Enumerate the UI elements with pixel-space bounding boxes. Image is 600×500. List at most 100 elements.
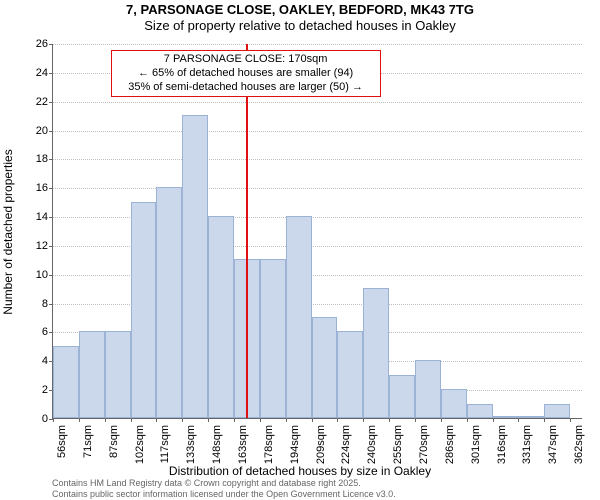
x-tick-label: 56sqm <box>56 425 68 458</box>
x-tick <box>518 418 519 422</box>
x-tick <box>544 418 545 422</box>
x-tick <box>441 418 442 422</box>
x-tick-label: 178sqm <box>263 425 275 464</box>
chart-title-line2: Size of property relative to detached ho… <box>0 18 600 33</box>
annotation-line2: ← 65% of detached houses are smaller (94… <box>118 67 374 81</box>
x-tick <box>389 418 390 422</box>
x-tick <box>570 418 571 422</box>
y-tick-label: 2 <box>18 384 48 396</box>
gridline <box>53 188 582 189</box>
histogram-bar <box>389 375 415 418</box>
y-tick-label: 20 <box>18 125 48 137</box>
y-tick <box>49 73 53 74</box>
gridline <box>53 159 582 160</box>
chart-title-line1: 7, PARSONAGE CLOSE, OAKLEY, BEDFORD, MK4… <box>0 2 600 17</box>
x-tick <box>234 418 235 422</box>
y-tick-label: 4 <box>18 355 48 367</box>
annotation-line1: 7 PARSONAGE CLOSE: 170sqm <box>118 53 374 67</box>
histogram-bar <box>131 202 157 418</box>
histogram-bar <box>286 216 312 418</box>
footer-line1: Contains HM Land Registry data © Crown c… <box>52 478 396 488</box>
x-tick <box>53 418 54 422</box>
x-tick-label: 255sqm <box>392 425 404 464</box>
y-tick <box>49 217 53 218</box>
y-tick-label: 16 <box>18 182 48 194</box>
y-tick-label: 8 <box>18 298 48 310</box>
y-axis-label: Number of detached properties <box>1 149 15 314</box>
x-tick <box>363 418 364 422</box>
y-tick-label: 26 <box>18 38 48 50</box>
histogram-bar <box>518 416 544 418</box>
histogram-bar <box>260 259 286 418</box>
x-tick <box>493 418 494 422</box>
x-tick-label: 209sqm <box>315 425 327 464</box>
annotation-box: 7 PARSONAGE CLOSE: 170sqm ← 65% of detac… <box>111 50 381 97</box>
footer-attribution: Contains HM Land Registry data © Crown c… <box>52 478 396 499</box>
histogram-bar <box>415 360 441 418</box>
x-tick <box>415 418 416 422</box>
x-tick <box>156 418 157 422</box>
x-tick-label: 148sqm <box>211 425 223 464</box>
y-tick-label: 6 <box>18 326 48 338</box>
y-tick <box>49 275 53 276</box>
histogram-bar <box>312 317 338 418</box>
histogram-bar <box>79 331 105 418</box>
histogram-bar <box>182 115 208 418</box>
y-tick <box>49 131 53 132</box>
histogram-bar <box>493 416 519 418</box>
y-tick <box>49 44 53 45</box>
x-tick-label: 347sqm <box>547 425 559 464</box>
x-tick <box>79 418 80 422</box>
x-tick <box>260 418 261 422</box>
gridline <box>53 102 582 103</box>
histogram-bar <box>208 216 234 418</box>
y-tick-label: 10 <box>18 269 48 281</box>
x-tick-label: 316sqm <box>496 425 508 464</box>
x-tick-label: 301sqm <box>470 425 482 464</box>
x-tick <box>467 418 468 422</box>
x-tick-label: 270sqm <box>418 425 430 464</box>
y-tick <box>49 159 53 160</box>
x-tick <box>131 418 132 422</box>
y-tick <box>49 102 53 103</box>
x-tick-label: 163sqm <box>237 425 249 464</box>
x-tick-label: 240sqm <box>366 425 378 464</box>
x-tick-label: 71sqm <box>82 425 94 458</box>
histogram-bar <box>544 404 570 418</box>
gridline <box>53 44 582 45</box>
histogram-bar <box>337 331 363 418</box>
y-tick-label: 12 <box>18 240 48 252</box>
y-tick <box>49 188 53 189</box>
x-tick-label: 87sqm <box>108 425 120 458</box>
x-tick <box>312 418 313 422</box>
y-tick-label: 24 <box>18 67 48 79</box>
y-tick-label: 18 <box>18 153 48 165</box>
y-tick-label: 22 <box>18 96 48 108</box>
x-tick <box>286 418 287 422</box>
x-tick-label: 194sqm <box>289 425 301 464</box>
annotation-line3: 35% of semi-detached houses are larger (… <box>118 81 374 95</box>
histogram-bar <box>363 288 389 418</box>
marker-line <box>246 44 248 418</box>
x-tick <box>208 418 209 422</box>
y-tick <box>49 332 53 333</box>
x-axis-label: Distribution of detached houses by size … <box>0 464 600 478</box>
x-tick-label: 286sqm <box>444 425 456 464</box>
y-tick <box>49 246 53 247</box>
x-tick-label: 102sqm <box>134 425 146 464</box>
x-tick-label: 117sqm <box>159 425 171 463</box>
y-tick-label: 0 <box>18 413 48 425</box>
histogram-bar <box>53 346 79 418</box>
x-tick-label: 133sqm <box>185 425 197 464</box>
x-tick-label: 331sqm <box>521 425 533 464</box>
x-tick-label: 362sqm <box>573 425 585 464</box>
histogram-bar <box>105 331 131 418</box>
x-tick <box>182 418 183 422</box>
x-tick <box>337 418 338 422</box>
chart-plot-area: 7 PARSONAGE CLOSE: 170sqm ← 65% of detac… <box>52 44 582 419</box>
x-tick-label: 224sqm <box>340 425 352 464</box>
footer-line2: Contains public sector information licen… <box>52 489 396 499</box>
y-tick-label: 14 <box>18 211 48 223</box>
x-tick <box>105 418 106 422</box>
histogram-bar <box>156 187 182 418</box>
